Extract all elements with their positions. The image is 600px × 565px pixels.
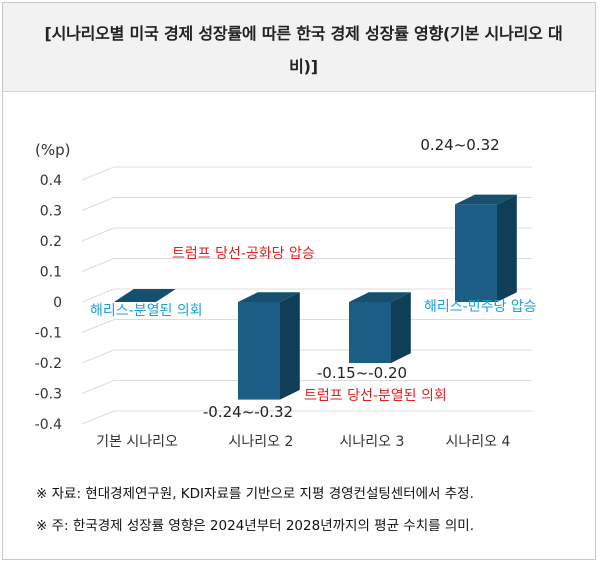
- annotation-harris-democrat: 해리스-민주당 압승: [424, 299, 537, 315]
- y-tick-label: -0.4: [35, 417, 62, 433]
- bar: [455, 204, 497, 302]
- bar: [238, 302, 280, 400]
- category-label: 시나리오 2: [229, 434, 294, 450]
- title-band: [시나리오별 미국 경제 성장률에 따른 한국 경제 성장률 영향(기본 시나리…: [3, 3, 595, 92]
- y-tick-label: -0.3: [35, 387, 62, 403]
- y-tick-label: 0.2: [40, 234, 62, 250]
- bar-zero: [114, 289, 176, 302]
- bar: [349, 302, 391, 363]
- category-label: 기본 시나리오: [96, 434, 178, 450]
- gridline-depth: [81, 349, 115, 364]
- bar-side: [497, 194, 517, 302]
- gridline-depth: [81, 319, 115, 333]
- gridline-depth: [81, 258, 115, 272]
- data-label: 0.24~0.32: [420, 136, 499, 154]
- remark-note: ※ 주: 한국경제 성장률 영향은 2024년부터 2028년까지의 평균 수치…: [36, 518, 474, 534]
- gridline-depth: [81, 288, 115, 303]
- y-tick-label: 0: [53, 295, 62, 311]
- y-tick-label: 0.3: [40, 204, 62, 220]
- y-unit-label: (%p): [35, 141, 70, 159]
- bar-top: [238, 292, 300, 302]
- y-tick-label: 0.4: [40, 173, 62, 189]
- annotation-harris-divided: 해리스-분열된 의회: [90, 303, 203, 319]
- y-tick-label: -0.2: [35, 356, 62, 372]
- bar-side: [280, 292, 300, 400]
- data-label: -0.15~-0.20: [317, 364, 407, 382]
- gridline-depth: [81, 166, 115, 181]
- source-note: ※ 자료: 현대경제연구원, KDI자료를 기반으로 지평 경영컨설팅센터에서 …: [36, 486, 474, 502]
- gridline-depth: [81, 227, 115, 242]
- gridline-depth: [81, 197, 115, 211]
- data-label: -0.24~-0.32: [203, 403, 293, 421]
- gridline-depth: [81, 380, 115, 394]
- bar-side: [391, 292, 411, 363]
- annotation-trump-divided: 트럼프 당선-분열된 의회: [304, 388, 447, 404]
- category-label: 시나리오 4: [446, 434, 511, 450]
- bar-top: [349, 292, 411, 302]
- annotation-trump-republican: 트럼프 당선-공화당 압승: [172, 246, 315, 262]
- chart-title: [시나리오별 미국 경제 성장률에 따른 한국 경제 성장률 영향(기본 시나리…: [44, 24, 563, 76]
- y-tick-label: 0.1: [40, 265, 62, 281]
- y-tick-label: -0.1: [35, 326, 62, 342]
- category-label: 시나리오 3: [340, 434, 405, 450]
- gridline-depth: [81, 410, 115, 425]
- bar-top: [455, 194, 517, 205]
